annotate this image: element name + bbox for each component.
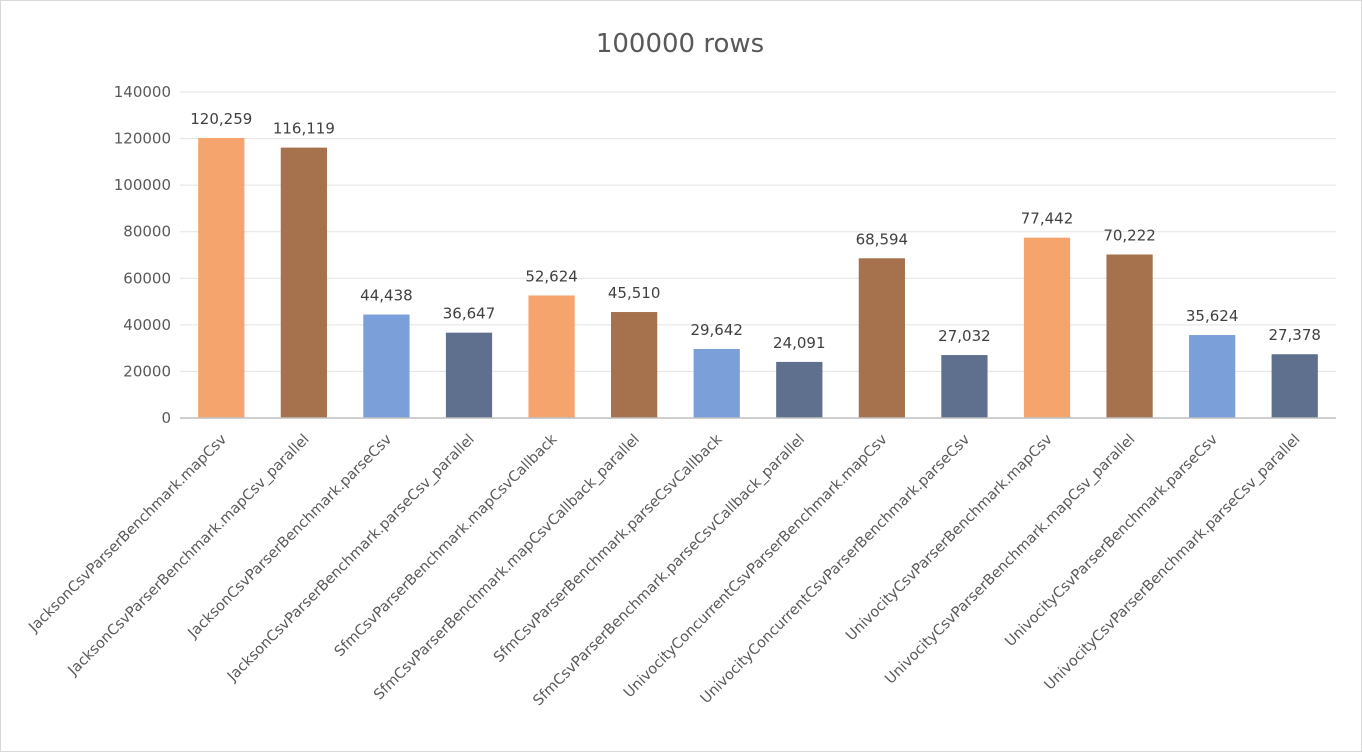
data-label: 27,032 — [938, 327, 991, 345]
gridlines — [180, 91, 1336, 372]
bar — [528, 295, 575, 418]
y-tick-label: 0 — [161, 409, 171, 427]
x-tick-label: SfmCsvParserBenchmark.parseCsvCallback_p… — [530, 432, 808, 710]
y-tick-label: 60000 — [123, 269, 171, 287]
data-label: 68,594 — [856, 230, 909, 248]
y-tick-label: 100000 — [114, 176, 171, 194]
data-label: 116,119 — [273, 120, 335, 138]
bar — [1189, 335, 1236, 418]
bars — [198, 137, 1318, 418]
bar — [693, 348, 740, 418]
bar — [611, 312, 658, 418]
y-axis-ticks: 0 20000 40000 60000 80000 100000 120000 140000 — [114, 83, 171, 427]
y-tick-label: 40000 — [123, 316, 171, 334]
x-axis-ticks: JacksonCsvParserBenchmark.mapCsvJacksonC… — [25, 431, 1303, 709]
bar — [941, 355, 988, 418]
bar — [858, 258, 905, 418]
data-label: 29,642 — [690, 321, 743, 339]
y-tick-label: 20000 — [123, 362, 171, 380]
data-label: 120,259 — [190, 110, 252, 128]
data-label: 27,378 — [1268, 326, 1321, 344]
x-tick-label: UnivocityConcurrentCsvParserBenchmark.pa… — [698, 431, 974, 707]
bar — [1106, 254, 1153, 418]
bar — [280, 147, 327, 418]
bar — [1271, 354, 1318, 418]
bar — [445, 332, 493, 418]
data-label: 70,222 — [1103, 226, 1156, 244]
data-labels: 120,259 116,119 44,438 36,647 52,624 45,510 29… — [190, 110, 1321, 352]
y-tick-label: 80000 — [123, 223, 171, 241]
bar — [363, 314, 410, 418]
data-label: 52,624 — [525, 267, 578, 285]
data-label: 24,091 — [773, 334, 826, 352]
bar — [1023, 237, 1071, 418]
bar — [198, 137, 245, 418]
data-label: 45,510 — [608, 284, 661, 302]
data-label: 36,647 — [443, 305, 496, 323]
data-label: 77,442 — [1021, 210, 1074, 228]
data-label: 44,438 — [360, 287, 413, 305]
data-label: 35,624 — [1186, 307, 1239, 325]
chart-title: 100000 rows — [596, 29, 764, 59]
y-tick-label: 140000 — [114, 83, 171, 101]
y-tick-label: 120000 — [114, 130, 171, 148]
bar — [776, 361, 823, 418]
